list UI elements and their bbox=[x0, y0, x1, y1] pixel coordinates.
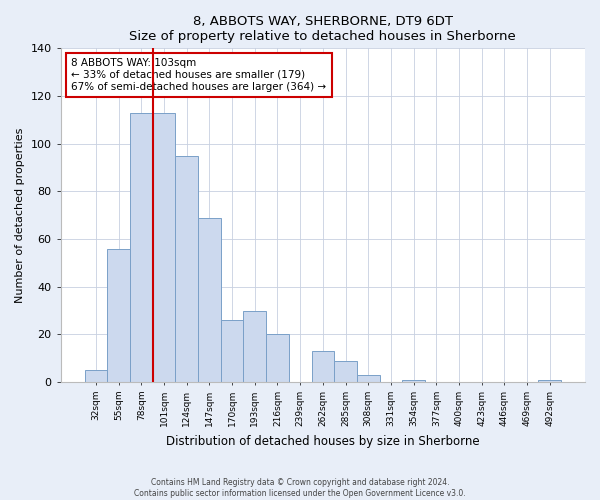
Bar bbox=[266, 334, 289, 382]
Y-axis label: Number of detached properties: Number of detached properties bbox=[15, 128, 25, 303]
Bar bbox=[107, 248, 130, 382]
Bar bbox=[311, 351, 334, 382]
Bar bbox=[334, 360, 357, 382]
Bar bbox=[152, 112, 175, 382]
Bar bbox=[221, 320, 244, 382]
Bar bbox=[130, 112, 152, 382]
X-axis label: Distribution of detached houses by size in Sherborne: Distribution of detached houses by size … bbox=[166, 434, 479, 448]
Bar bbox=[538, 380, 561, 382]
Title: 8, ABBOTS WAY, SHERBORNE, DT9 6DT
Size of property relative to detached houses i: 8, ABBOTS WAY, SHERBORNE, DT9 6DT Size o… bbox=[130, 15, 516, 43]
Bar bbox=[175, 156, 198, 382]
Bar bbox=[402, 380, 425, 382]
Text: Contains HM Land Registry data © Crown copyright and database right 2024.
Contai: Contains HM Land Registry data © Crown c… bbox=[134, 478, 466, 498]
Bar bbox=[85, 370, 107, 382]
Text: 8 ABBOTS WAY: 103sqm
← 33% of detached houses are smaller (179)
67% of semi-deta: 8 ABBOTS WAY: 103sqm ← 33% of detached h… bbox=[71, 58, 326, 92]
Bar bbox=[357, 375, 380, 382]
Bar bbox=[198, 218, 221, 382]
Bar bbox=[244, 310, 266, 382]
